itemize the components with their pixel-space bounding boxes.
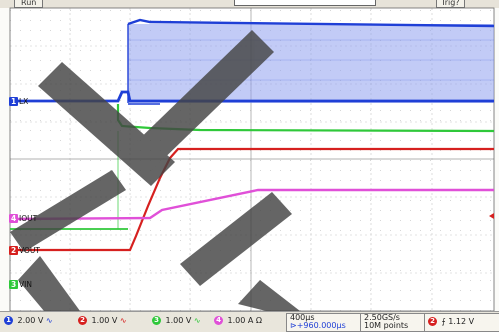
ch2-chip: 2 bbox=[78, 316, 87, 325]
trigger-channel-chip: 2 bbox=[428, 317, 437, 326]
ch4-chip: 4 bbox=[214, 316, 223, 325]
ch1-scale-readout[interactable]: 1 2.00 V ∿ bbox=[4, 316, 53, 326]
ch4-scale-readout[interactable]: 4 1.00 A Ω bbox=[214, 316, 262, 326]
timebase-offset: +960.000µs bbox=[296, 321, 346, 330]
position-icon: ⊳ bbox=[290, 321, 297, 330]
vout-trace bbox=[10, 147, 494, 252]
ch3-chip: 3 bbox=[152, 316, 161, 325]
ch4-marker[interactable]: 4 bbox=[9, 214, 19, 223]
ch1-marker[interactable]: 1 bbox=[9, 97, 19, 106]
trigger-readout[interactable]: 2 ⨍ 1.12 V bbox=[424, 313, 499, 332]
timebase-per-div: 400µs bbox=[290, 313, 315, 322]
trigger-level-marker bbox=[489, 213, 494, 219]
ch2-marker[interactable]: 2 bbox=[9, 246, 19, 255]
ch3-scale-readout[interactable]: 3 1.00 V ∿ bbox=[152, 316, 201, 326]
rising-edge-icon: ⨍ bbox=[441, 317, 446, 326]
status-strip: Run Trig? bbox=[0, 0, 499, 8]
trigger-level: 1.12 V bbox=[448, 317, 475, 326]
ch3-bw-icon: ∿ bbox=[193, 316, 201, 325]
ch1-chip: 1 bbox=[4, 316, 13, 325]
lx-trace-top bbox=[127, 18, 495, 28]
lx-switching-envelope bbox=[128, 24, 494, 103]
ch1-bw-icon: ∿ bbox=[45, 316, 53, 325]
ch1-scale: 2.00 V bbox=[17, 316, 44, 325]
ch2-scale-readout[interactable]: 2 1.00 V ∿ bbox=[78, 316, 127, 326]
ch2-scale: 1.00 V bbox=[91, 316, 118, 325]
record-position-marker bbox=[234, 0, 376, 6]
watermark bbox=[10, 30, 300, 311]
readout-bar: 1 2.00 V ∿ 2 1.00 V ∿ 3 1.00 V ∿ 4 1.00 … bbox=[0, 311, 499, 332]
sample-rate: 2.50GS/s bbox=[364, 313, 400, 322]
ch4-scale: 1.00 A bbox=[227, 316, 254, 325]
ch3-name: VIN bbox=[19, 280, 32, 289]
trigger-status[interactable]: Trig? bbox=[436, 0, 465, 8]
ch3-marker[interactable]: 3 bbox=[9, 280, 19, 289]
ch4-name: IOUT bbox=[19, 214, 38, 223]
ch3-scale: 1.00 V bbox=[165, 316, 192, 325]
run-status[interactable]: Run bbox=[14, 0, 44, 8]
iout-trace bbox=[9, 188, 494, 221]
record-length: 10M points bbox=[364, 321, 409, 330]
waveform-display bbox=[9, 7, 495, 311]
ch1-name: LX bbox=[19, 97, 29, 106]
ch2-name: VOUT bbox=[19, 246, 40, 255]
acquisition-readout[interactable]: 2.50GS/s 10M points bbox=[360, 313, 426, 332]
timebase-readout[interactable]: 400µs ⊳+960.000µs bbox=[286, 313, 362, 332]
ch2-bw-icon: ∿ bbox=[119, 316, 127, 325]
ch4-unit-suffix: Ω bbox=[255, 316, 263, 325]
